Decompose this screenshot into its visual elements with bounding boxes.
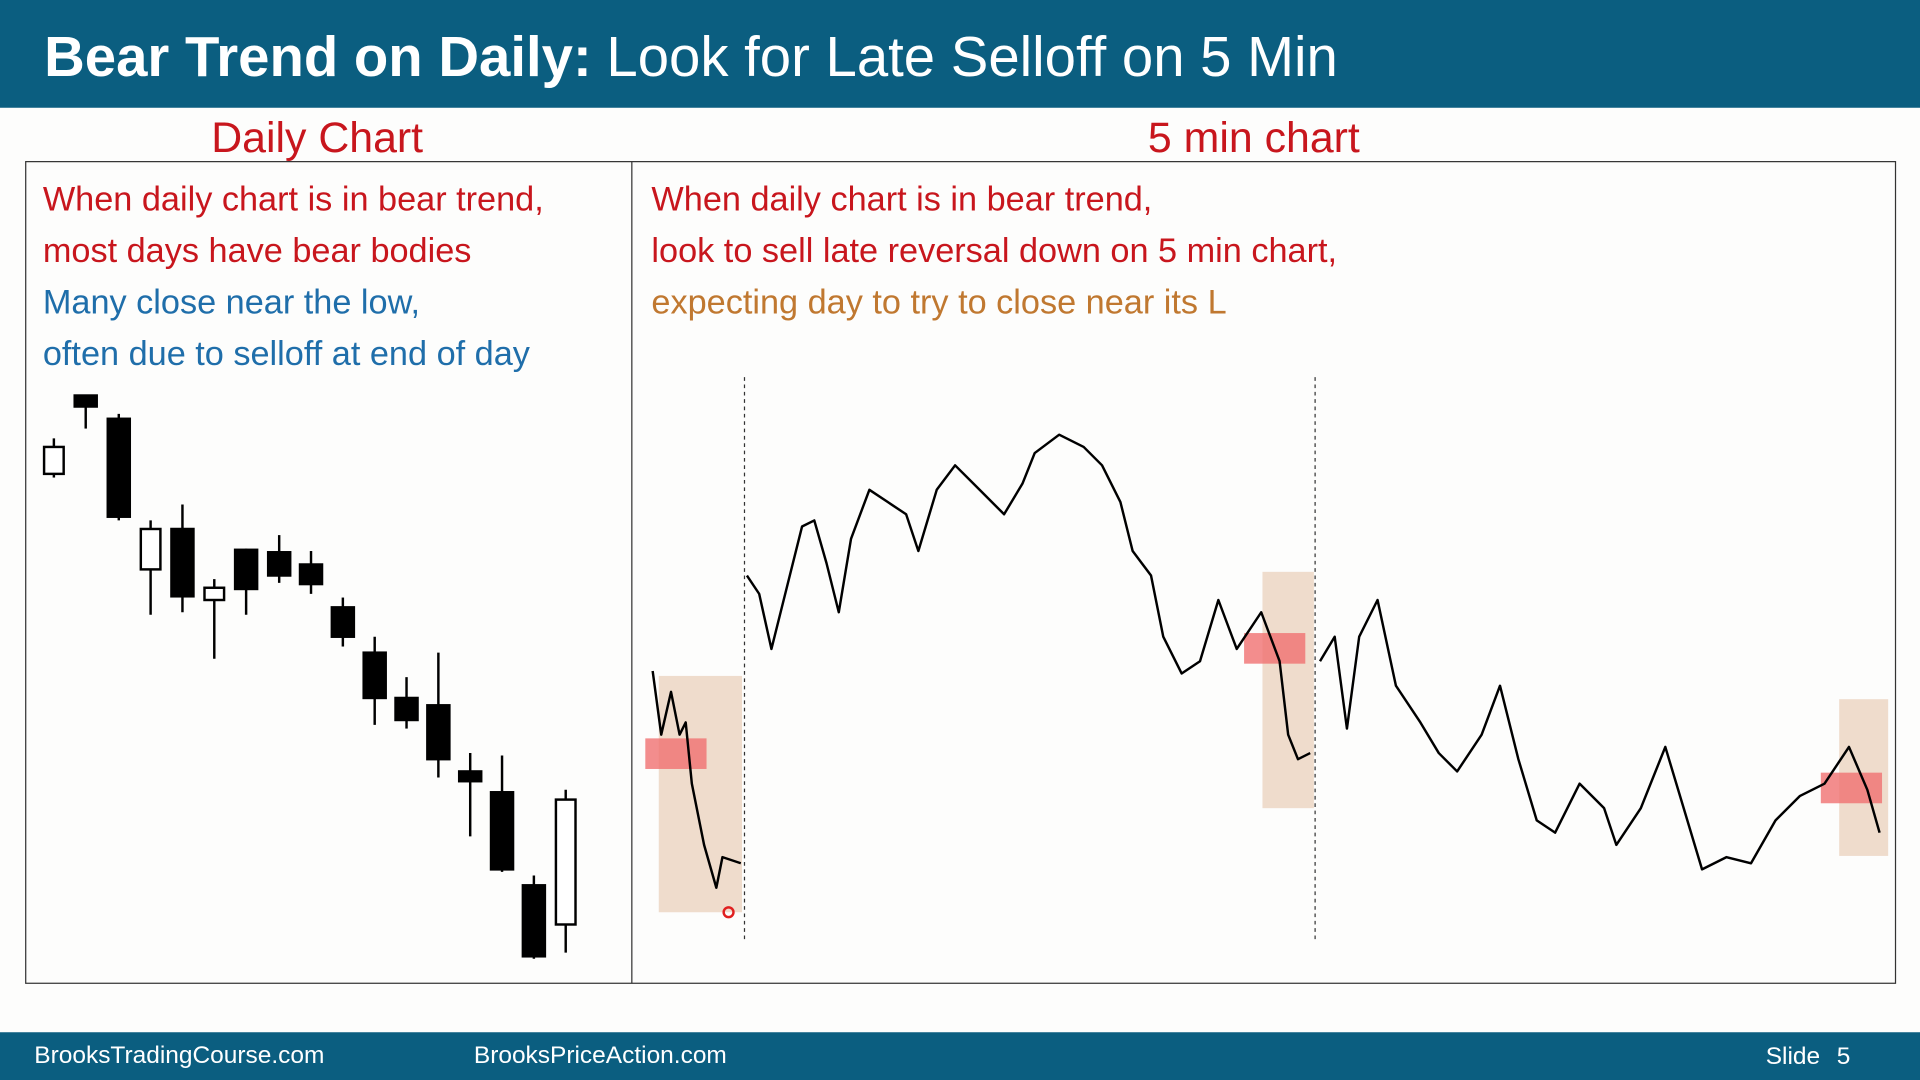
header-title-rest: Look for Late Selloff on 5 Min (606, 25, 1338, 88)
header-title: Bear Trend on Daily: Look for Late Sellof… (44, 25, 1338, 88)
daily-candles (42, 394, 577, 959)
left-line: often due to selloff at end of day (43, 335, 531, 373)
right-line: expecting day to try to close near its L (651, 283, 1226, 321)
left-line: When daily chart is in bear trend, (43, 181, 544, 219)
slide-number: 5 (1837, 1043, 1851, 1070)
header-bar (0, 0, 1920, 108)
left-line: most days have bear bodies (43, 232, 472, 270)
day-separators (743, 377, 1316, 941)
five-min-price (651, 433, 1881, 889)
signal-dot (722, 906, 735, 919)
right-line: When daily chart is in bear trend, (651, 181, 1152, 219)
right-line: look to sell late reversal down on 5 min… (651, 232, 1337, 270)
right-title: 5 min chart (1148, 114, 1360, 162)
footer-site: BrooksPriceAction.com (474, 1042, 727, 1069)
left-title: Daily Chart (211, 114, 423, 162)
footer-bar (0, 1032, 1920, 1080)
footer-site: BrooksTradingCourse.com (34, 1042, 324, 1069)
highlight-boxes (645, 571, 1889, 913)
header-title-bold: Bear Trend on Daily: (44, 25, 592, 88)
frame (25, 161, 1897, 984)
slide-label: Slide (1766, 1043, 1820, 1070)
left-line: Many close near the low, (43, 283, 420, 321)
